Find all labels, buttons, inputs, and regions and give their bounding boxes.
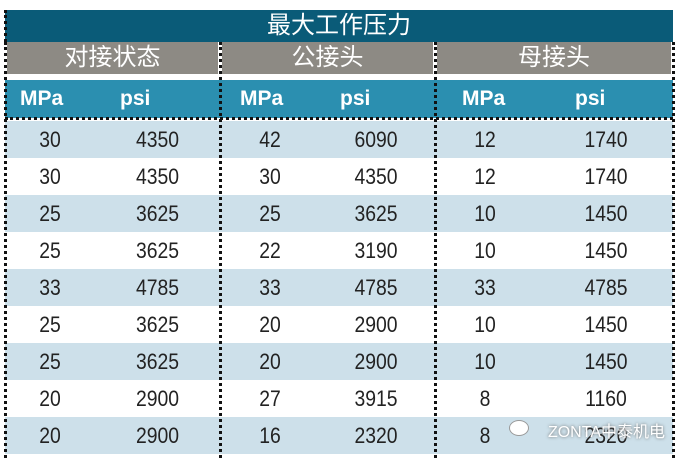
- table-cell: 2900: [135, 423, 180, 448]
- table-cell: 6090: [354, 127, 398, 152]
- table-cell: 1450: [584, 238, 628, 263]
- table-cell: 22: [259, 238, 281, 263]
- watermark-icon: [509, 420, 529, 436]
- table-cell: 1160: [585, 386, 627, 411]
- table-cell: 4785: [354, 275, 398, 300]
- table-row: [5, 232, 673, 269]
- divider: [219, 42, 222, 458]
- table-cell: 25: [259, 201, 281, 226]
- table-title: 最大工作压力: [5, 10, 673, 42]
- group-header: 公接头: [222, 42, 433, 74]
- subheader: MPa: [20, 87, 64, 110]
- table-cell: 30: [39, 164, 61, 189]
- table-cell: 3625: [135, 201, 180, 226]
- table-row: [5, 343, 673, 380]
- divider: [672, 42, 675, 458]
- table-row: [5, 195, 673, 232]
- table-cell: 2900: [354, 349, 398, 374]
- table-cell: 20: [39, 423, 61, 448]
- table-row: [5, 417, 673, 454]
- table-cell: 10: [474, 201, 496, 226]
- table-cell: 27: [259, 386, 281, 411]
- table-cell: 20: [259, 349, 281, 374]
- table-cell: 16: [259, 423, 281, 448]
- table-row: [5, 306, 673, 343]
- table-cell: 3915: [354, 386, 398, 411]
- table-cell: 25: [39, 312, 61, 337]
- table-row: [5, 269, 673, 306]
- subheader: psi: [340, 87, 371, 110]
- divider: [4, 42, 7, 458]
- table-cell: 8: [479, 386, 491, 411]
- table-cell: 20: [259, 312, 281, 337]
- table-cell: 12: [474, 127, 496, 152]
- subheader: MPa: [240, 87, 284, 110]
- table-cell: 2900: [135, 386, 180, 411]
- table-cell: 4785: [135, 275, 180, 300]
- table-cell: 4350: [354, 164, 398, 189]
- table-cell: 3625: [135, 312, 180, 337]
- table-cell: 3190: [354, 238, 398, 263]
- table-cell: 4350: [135, 164, 180, 189]
- table-cell: 3625: [354, 201, 398, 226]
- table-cell: 33: [39, 275, 61, 300]
- table-cell: 3625: [135, 349, 180, 374]
- table-cell: 2320: [354, 423, 398, 448]
- table-cell: 2320: [584, 423, 628, 448]
- table-cell: 10: [474, 349, 496, 374]
- table-cell: 12: [474, 164, 496, 189]
- table-cell: 3625: [135, 238, 180, 263]
- group-header: 对接状态: [7, 42, 218, 74]
- table-row: [5, 158, 673, 195]
- table-cell: 2900: [354, 312, 398, 337]
- subheader: psi: [120, 87, 151, 110]
- subheader: psi: [575, 87, 606, 110]
- table-cell: 8: [479, 423, 491, 448]
- table-cell: 1450: [584, 201, 628, 226]
- divider: [5, 117, 673, 120]
- table-cell: 4350: [135, 127, 180, 152]
- table-cell: 4785: [584, 275, 628, 300]
- table-cell: 33: [259, 275, 281, 300]
- table-cell: 20: [39, 386, 61, 411]
- subheader: MPa: [462, 87, 506, 110]
- table-cell: 25: [39, 201, 61, 226]
- table-cell: 1450: [584, 312, 628, 337]
- table-cell: 30: [39, 127, 61, 152]
- table-cell: 42: [259, 127, 281, 152]
- table-cell: 25: [39, 238, 61, 263]
- subheader-bar: [5, 80, 673, 118]
- table-cell: 25: [39, 349, 61, 374]
- table-cell: 10: [474, 238, 496, 263]
- table-cell: 30: [259, 164, 281, 189]
- divider: [4, 10, 7, 42]
- table-row: [5, 380, 673, 417]
- watermark: ZONTA中泰机电: [547, 424, 665, 441]
- table-cell: 1740: [584, 127, 628, 152]
- table-cell: 10: [474, 312, 496, 337]
- divider: [434, 42, 437, 458]
- table-row: [5, 121, 673, 158]
- table-cell: 33: [474, 275, 496, 300]
- table-cell: 1450: [584, 349, 628, 374]
- table-cell: 1740: [584, 164, 628, 189]
- group-header: 母接头: [437, 42, 671, 74]
